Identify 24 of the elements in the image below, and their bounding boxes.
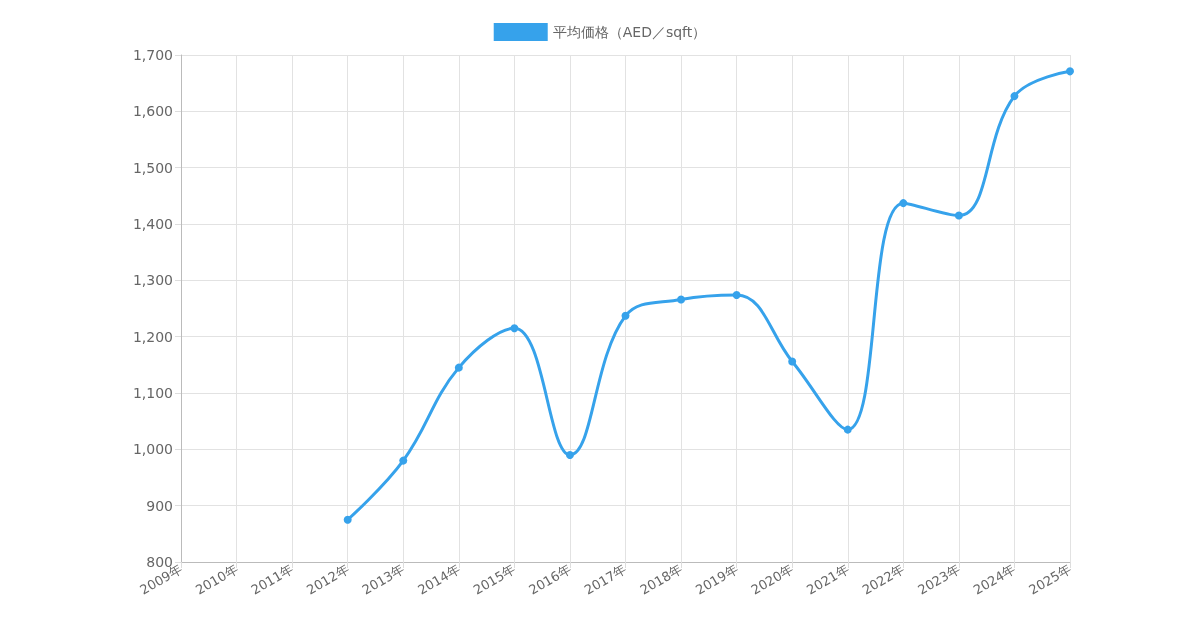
y-tick-label: 1,300	[132, 272, 173, 289]
y-tick-label: 1,200	[132, 328, 173, 345]
point	[899, 199, 908, 208]
point	[788, 357, 797, 366]
point	[621, 311, 630, 320]
point	[954, 211, 963, 220]
y-tick-label: 1,600	[132, 103, 173, 120]
y-tick-label: 900	[146, 497, 173, 514]
point	[1010, 92, 1019, 101]
point	[454, 363, 463, 372]
point	[510, 324, 519, 333]
legend-label: 平均価格（AED／sqft）	[552, 24, 707, 40]
point	[565, 450, 574, 459]
point	[399, 456, 408, 465]
point	[843, 425, 852, 434]
point	[1066, 67, 1074, 76]
y-tick-label: 1,700	[132, 47, 173, 63]
y-tick-label: 1,400	[132, 216, 173, 232]
point	[732, 290, 741, 299]
y-tick-label: 1,000	[132, 441, 173, 458]
y-tick-label: 1,100	[132, 385, 173, 401]
y-tick-label: 1,500	[132, 159, 173, 176]
point	[677, 295, 686, 304]
point	[343, 515, 352, 524]
